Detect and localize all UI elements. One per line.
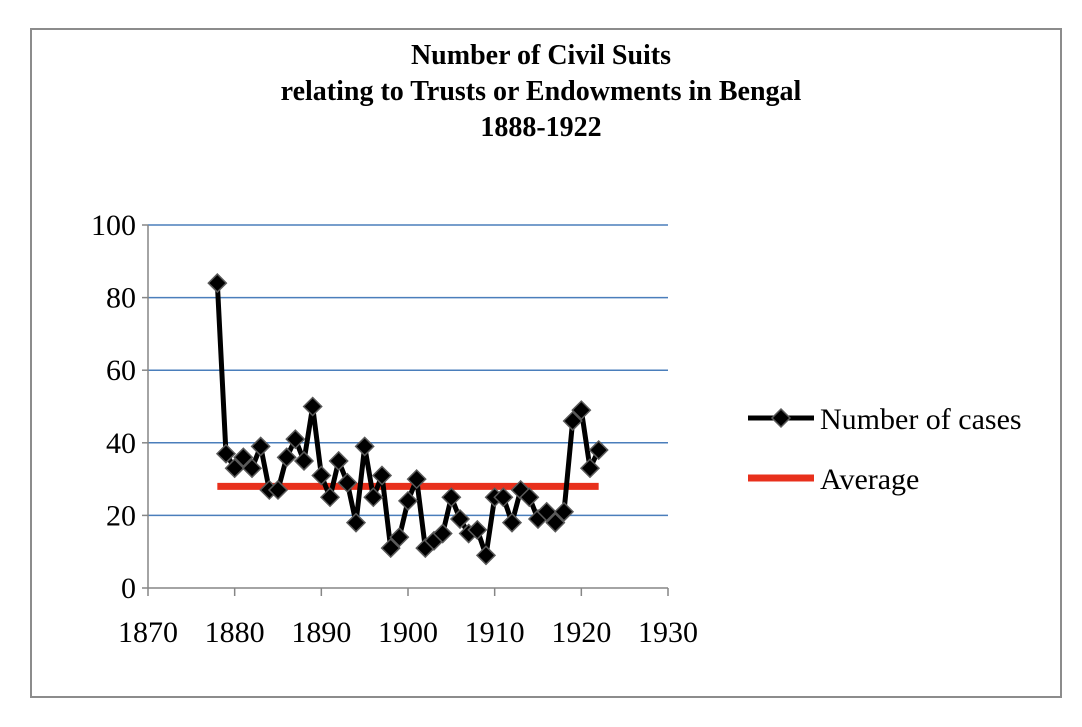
data-point-1885	[267, 479, 289, 501]
chart-title: Number of Civil Suits relating to Trusts…	[0, 38, 1082, 146]
data-point-1889	[302, 396, 323, 417]
data-point-1887	[285, 429, 306, 450]
data-point-1888	[293, 450, 315, 472]
y-tick-label: 20	[106, 499, 136, 532]
y-tick-label: 0	[121, 572, 136, 605]
x-tick-label: 1900	[378, 616, 438, 649]
chart-title-line-2: relating to Trusts or Endowments in Beng…	[280, 76, 802, 107]
data-point-1920	[571, 400, 592, 421]
data-point-1901	[406, 469, 427, 490]
x-tick-label: 1870	[118, 616, 178, 649]
data-point-1896	[363, 487, 384, 508]
data-point-1880	[224, 458, 245, 479]
data-point-1922	[588, 439, 609, 461]
chart-frame	[30, 28, 1062, 698]
data-point-1918	[553, 501, 575, 522]
data-point-1919	[562, 410, 583, 432]
data-point-1891	[319, 487, 341, 508]
data-point-1905	[441, 487, 462, 508]
data-point-1879	[215, 443, 237, 464]
data-point-1897	[371, 465, 393, 486]
data-point-1900	[397, 490, 419, 511]
data-point-1908	[467, 519, 488, 540]
data-point-1906	[449, 508, 471, 530]
data-point-1893	[337, 472, 358, 493]
data-point-1878	[207, 273, 228, 294]
y-tick-label: 60	[106, 354, 136, 387]
data-point-1904	[432, 523, 453, 544]
data-point-1890	[311, 465, 332, 486]
data-point-1911	[493, 487, 514, 508]
data-point-1899	[389, 527, 410, 548]
data-point-1882	[241, 458, 263, 479]
data-point-1914	[519, 487, 540, 508]
data-point-1912	[501, 512, 523, 533]
data-point-1886	[276, 447, 297, 468]
x-tick-label: 1910	[465, 616, 525, 649]
legend-number-of-cases-marker	[770, 407, 792, 429]
data-point-1895	[354, 436, 375, 457]
x-tick-label: 1890	[291, 616, 351, 649]
y-tick-label: 80	[106, 282, 136, 315]
data-point-1917	[545, 512, 566, 533]
legend-label-average: Average	[820, 463, 919, 496]
data-point-1883	[250, 436, 271, 457]
data-point-1921	[579, 458, 601, 479]
x-tick-label: 1920	[551, 616, 611, 649]
data-point-1894	[345, 512, 367, 533]
y-tick-label: 100	[91, 209, 136, 242]
legend-label-number-of-cases: Number of cases	[820, 403, 1022, 436]
chart-title-line-3: 1888-1922	[480, 112, 602, 143]
x-tick-label: 1880	[205, 616, 265, 649]
data-point-1916	[536, 501, 557, 522]
data-point-1909	[475, 545, 497, 566]
data-point-1898	[380, 538, 401, 559]
chart-title-line-1: Number of Civil Suits	[410, 40, 672, 71]
data-point-1881	[233, 447, 254, 468]
data-point-1892	[328, 450, 349, 472]
x-tick-label: 1930	[638, 616, 698, 649]
y-tick-label: 40	[106, 427, 136, 460]
